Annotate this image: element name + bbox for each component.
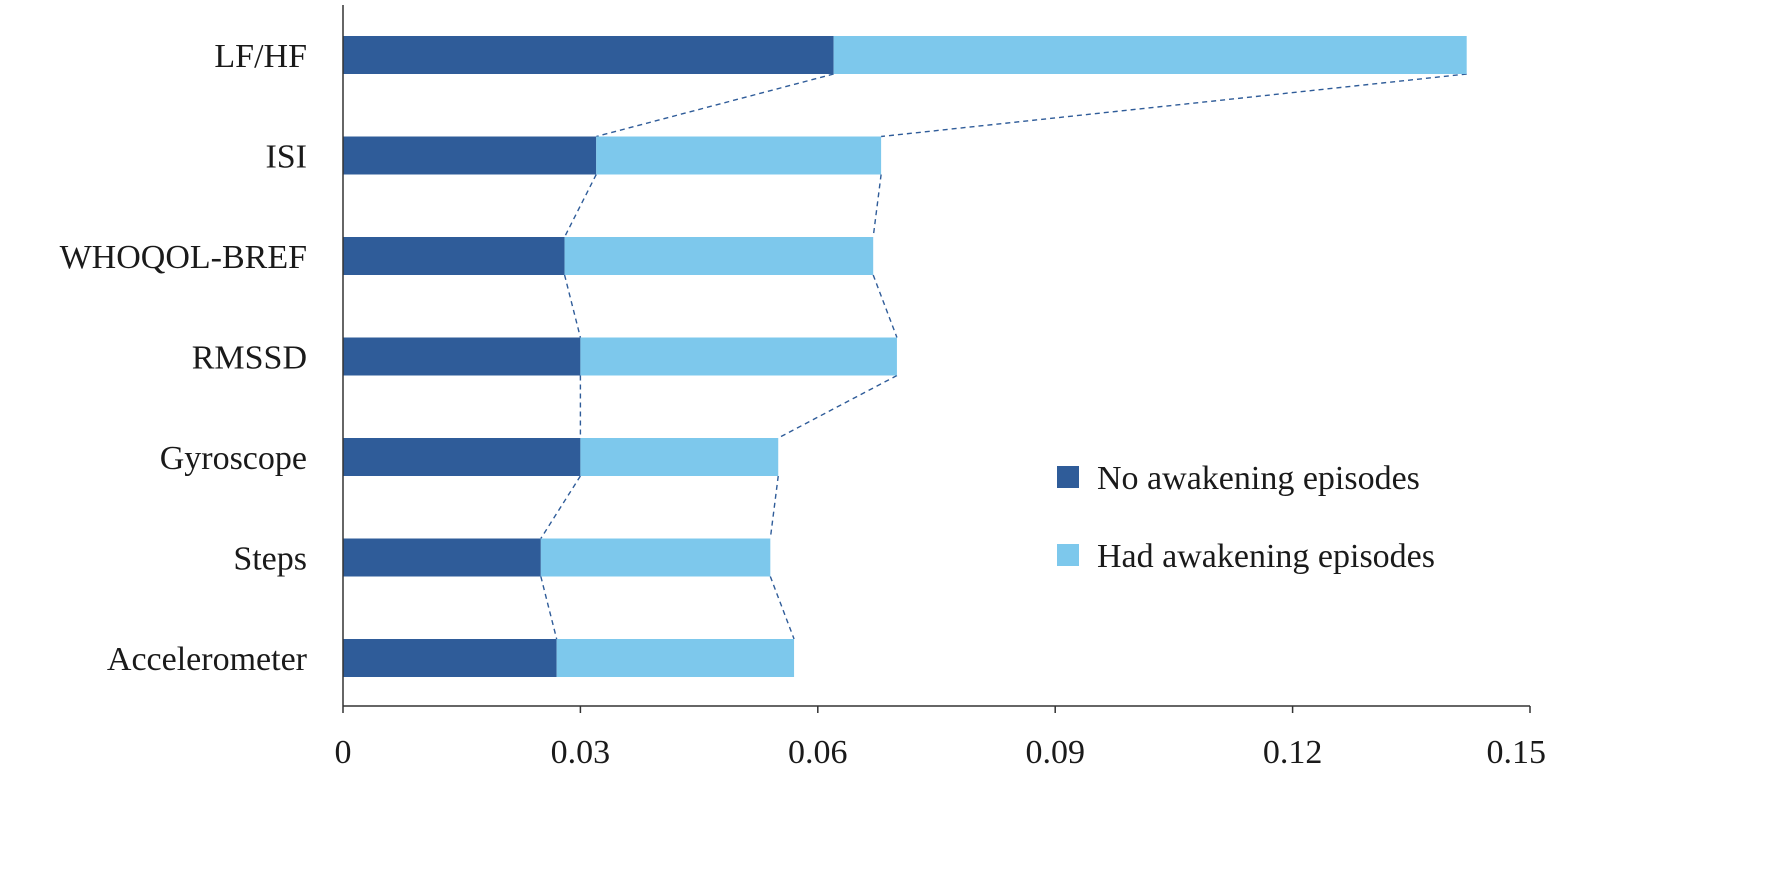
- bar-no-awakening-accelerometer: [343, 639, 557, 677]
- connector-split-5: [540, 576, 558, 640]
- x-tick-label-4: 0.12: [1263, 734, 1323, 771]
- legend-label-0: No awakening episodes: [1097, 460, 1420, 497]
- bar-had-awakening-lf-hf: [833, 36, 1467, 74]
- connector-total-3: [777, 374, 898, 439]
- category-label-accelerometer: Accelerometer: [107, 641, 308, 678]
- connector-total-1: [872, 174, 882, 238]
- connector-total-0: [881, 73, 1467, 138]
- bars-layer: [343, 36, 1467, 677]
- bar-had-awakening-steps: [540, 538, 771, 577]
- bar-no-awakening-gyroscope: [343, 438, 581, 476]
- bar-no-awakening-lf-hf: [343, 36, 834, 74]
- connector-split-1: [563, 174, 597, 238]
- connector-split-2: [563, 274, 582, 338]
- bar-no-awakening-rmssd: [343, 337, 581, 376]
- category-label-steps: Steps: [233, 541, 307, 578]
- bar-had-awakening-rmssd: [580, 337, 897, 376]
- category-labels: LF/HF ISI WHOQOL-BREF RMSSD Gyroscope Steps Ac…: [60, 38, 308, 678]
- category-label-whoqol-bref: WHOQOL-BREF: [60, 239, 307, 276]
- connector-lines: [540, 73, 1467, 640]
- connector-total-4: [769, 475, 779, 539]
- legend: No awakening episodes Had awakening episo…: [1057, 460, 1435, 575]
- bar-no-awakening-isi: [343, 136, 597, 175]
- connector-total-5: [769, 576, 795, 640]
- category-label-lf-hf: LF/HF: [214, 38, 307, 75]
- legend-swatch-0: [1057, 466, 1079, 488]
- bar-had-awakening-accelerometer: [556, 639, 795, 677]
- x-tick-label-3: 0.09: [1025, 734, 1085, 771]
- x-tick-label-2: 0.06: [788, 734, 848, 771]
- bar-had-awakening-gyroscope: [580, 438, 779, 476]
- connector-total-2: [872, 274, 898, 338]
- connector-split-4: [540, 475, 581, 539]
- category-label-gyroscope: Gyroscope: [160, 440, 307, 477]
- connector-split-0: [596, 73, 834, 138]
- category-label-isi: ISI: [265, 139, 307, 176]
- x-tick-labels: 0 0.03 0.06 0.09 0.12 0.15: [335, 734, 1547, 771]
- x-tick-label-1: 0.03: [551, 734, 611, 771]
- bar-no-awakening-whoqol-bref: [343, 237, 565, 275]
- bar-had-awakening-isi: [596, 136, 882, 175]
- bar-no-awakening-steps: [343, 538, 541, 577]
- bar-had-awakening-whoqol-bref: [564, 237, 874, 275]
- x-tick-label-0: 0: [335, 734, 352, 771]
- category-label-rmssd: RMSSD: [192, 340, 307, 377]
- legend-swatch-1: [1057, 544, 1079, 566]
- legend-label-1: Had awakening episodes: [1097, 538, 1435, 575]
- x-tick-label-5: 0.15: [1487, 734, 1547, 771]
- axes: [342, 5, 1531, 713]
